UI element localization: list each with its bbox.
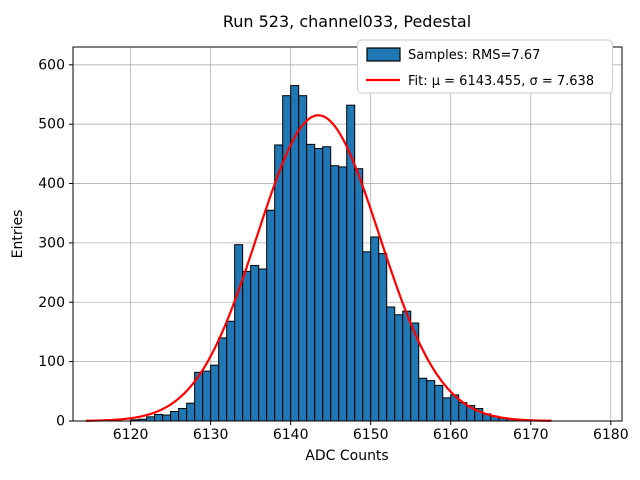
histogram-bar bbox=[322, 146, 332, 422]
histogram-bar bbox=[370, 236, 380, 422]
x-tick-label: 6130 bbox=[193, 427, 229, 443]
histogram-bar bbox=[234, 244, 244, 422]
y-tick-label: 500 bbox=[38, 117, 65, 133]
histogram-bar bbox=[218, 337, 228, 422]
histogram-bar bbox=[242, 270, 252, 422]
histogram-bar bbox=[442, 397, 452, 422]
histogram-bar bbox=[258, 268, 268, 422]
x-tick-label: 6150 bbox=[353, 427, 389, 443]
x-tick-label: 6160 bbox=[433, 427, 469, 443]
histogram-bar bbox=[146, 416, 156, 422]
histogram-bar bbox=[226, 320, 236, 422]
histogram-bar bbox=[434, 384, 444, 422]
x-tick-label: 6180 bbox=[593, 427, 629, 443]
histogram-bar bbox=[346, 104, 356, 422]
histogram-bar bbox=[250, 264, 260, 422]
legend-fit-label: Fit: μ = 6143.455, σ = 7.638 bbox=[408, 74, 594, 89]
histogram-bar bbox=[178, 408, 188, 422]
chart-title: Run 523, channel033, Pedestal bbox=[223, 12, 471, 31]
y-axis-label: Entries bbox=[10, 210, 26, 259]
histogram-bar bbox=[154, 413, 164, 422]
x-tick-label: 6170 bbox=[513, 427, 549, 443]
y-tick-label: 600 bbox=[38, 57, 65, 73]
histogram-bar bbox=[162, 414, 172, 422]
x-axis-label: ADC Counts bbox=[305, 448, 388, 464]
histogram-bar bbox=[170, 411, 180, 422]
y-axis-ticks: 0 100 200 300 400 500 600 bbox=[38, 57, 73, 430]
histogram-bar bbox=[386, 306, 396, 422]
histogram-bar bbox=[282, 95, 292, 422]
histogram-bar bbox=[266, 209, 276, 422]
histogram-bar bbox=[362, 251, 372, 422]
histogram-bar bbox=[298, 95, 308, 422]
histogram-bar bbox=[314, 148, 324, 422]
legend: Samples: RMS=7.67 Fit: μ = 6143.455, σ =… bbox=[357, 39, 613, 94]
plot-border bbox=[72, 46, 623, 422]
fit-layer bbox=[85, 114, 552, 422]
x-tick-label: 6120 bbox=[113, 427, 149, 443]
histogram-bar bbox=[354, 168, 364, 422]
legend-samples-swatch bbox=[366, 47, 401, 62]
histogram-bar bbox=[306, 143, 316, 422]
y-tick-label: 0 bbox=[56, 414, 65, 430]
spines bbox=[72, 46, 623, 422]
histogram-bar bbox=[418, 377, 428, 422]
plot-area: 6120 6130 6140 6150 6160 6170 6180 0 100 200 300 40… bbox=[38, 46, 629, 443]
histogram-bar bbox=[402, 310, 412, 422]
histogram-bar bbox=[378, 253, 388, 422]
y-tick-label: 100 bbox=[38, 354, 65, 370]
histogram-bar bbox=[426, 380, 436, 422]
histogram-bar bbox=[394, 314, 404, 422]
legend-samples-label: Samples: RMS=7.67 bbox=[408, 48, 540, 63]
x-axis-ticks: 6120 6130 6140 6150 6160 6170 6180 bbox=[113, 421, 629, 443]
fit-curve bbox=[85, 114, 552, 422]
histogram-bar bbox=[274, 144, 284, 422]
legend-frame bbox=[357, 39, 613, 94]
x-tick-label: 6140 bbox=[273, 427, 309, 443]
histogram-bar bbox=[202, 370, 212, 422]
histogram-bar bbox=[186, 402, 196, 422]
y-tick-label: 400 bbox=[38, 176, 65, 192]
y-tick-label: 300 bbox=[38, 235, 65, 251]
histogram-bar bbox=[330, 165, 340, 422]
histogram-bar bbox=[338, 166, 348, 422]
histogram-bar bbox=[210, 364, 220, 422]
y-tick-label: 200 bbox=[38, 295, 65, 311]
